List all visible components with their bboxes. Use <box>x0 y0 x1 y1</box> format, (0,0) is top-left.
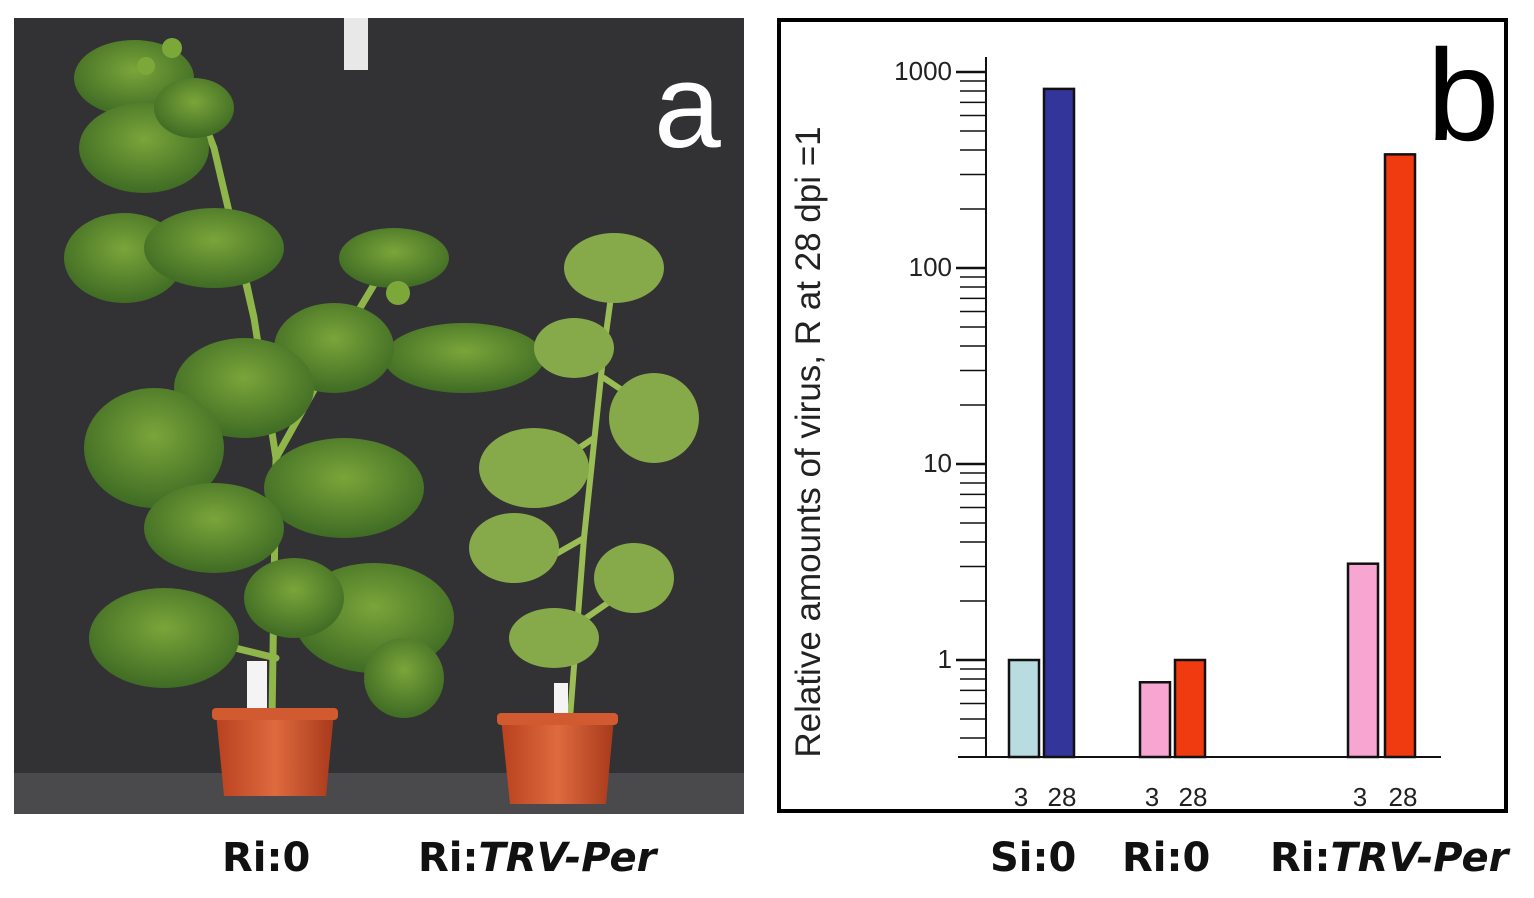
x-tick-label: 28 <box>1389 782 1418 809</box>
bar-3-28 <box>1383 153 1417 759</box>
plant-photo <box>14 18 744 814</box>
panel-letter-a: a <box>654 39 721 173</box>
left-pot <box>216 713 334 796</box>
clip-marker <box>344 18 368 70</box>
right-pot <box>501 718 614 804</box>
bar-2-28 <box>1173 658 1207 759</box>
bar-1-3 <box>1007 658 1041 759</box>
x-tick-label: 3 <box>1014 782 1028 809</box>
plant-label-tag <box>247 661 267 711</box>
bar-1-28 <box>1042 87 1076 759</box>
bar-chart-panel: 1 10 100 1000 3 28 3 28 3 28 b Relative amounts o… <box>777 18 1508 813</box>
caption-ri-trv-per-photo: Ri:TRV-Per <box>418 835 657 881</box>
panel-letter-b: b <box>1427 22 1500 168</box>
y-tick-label: 10 <box>923 448 952 478</box>
y-tick-label: 1000 <box>894 56 952 86</box>
caption-ri0-chart: Ri:0 <box>1122 835 1211 881</box>
caption-si0-chart: Si:0 <box>990 835 1077 881</box>
x-tick-label: 3 <box>1145 782 1159 809</box>
caption-ri-trv-per-chart: Ri:TRV-Per <box>1270 835 1509 881</box>
caption-ri0-photo: Ri:0 <box>222 835 311 881</box>
bar-chart: 1 10 100 1000 3 28 3 28 3 28 <box>894 56 1441 809</box>
bar-3-3 <box>1346 562 1380 759</box>
y-axis-label: Relative amounts of virus, R at 28 dpi =… <box>789 126 828 758</box>
y-tick-label: 100 <box>909 252 952 282</box>
y-tick-label: 1 <box>938 644 952 674</box>
right-plant-foliage <box>469 233 699 668</box>
x-tick-label: 28 <box>1048 782 1077 809</box>
plant-photo-panel: a <box>14 18 744 814</box>
x-tick-label: 3 <box>1353 782 1367 809</box>
x-tick-label: 28 <box>1179 782 1208 809</box>
bench-surface <box>14 773 744 814</box>
tomatoes <box>137 38 410 305</box>
bar-2-3 <box>1138 680 1172 759</box>
left-plant-foliage <box>64 40 544 718</box>
